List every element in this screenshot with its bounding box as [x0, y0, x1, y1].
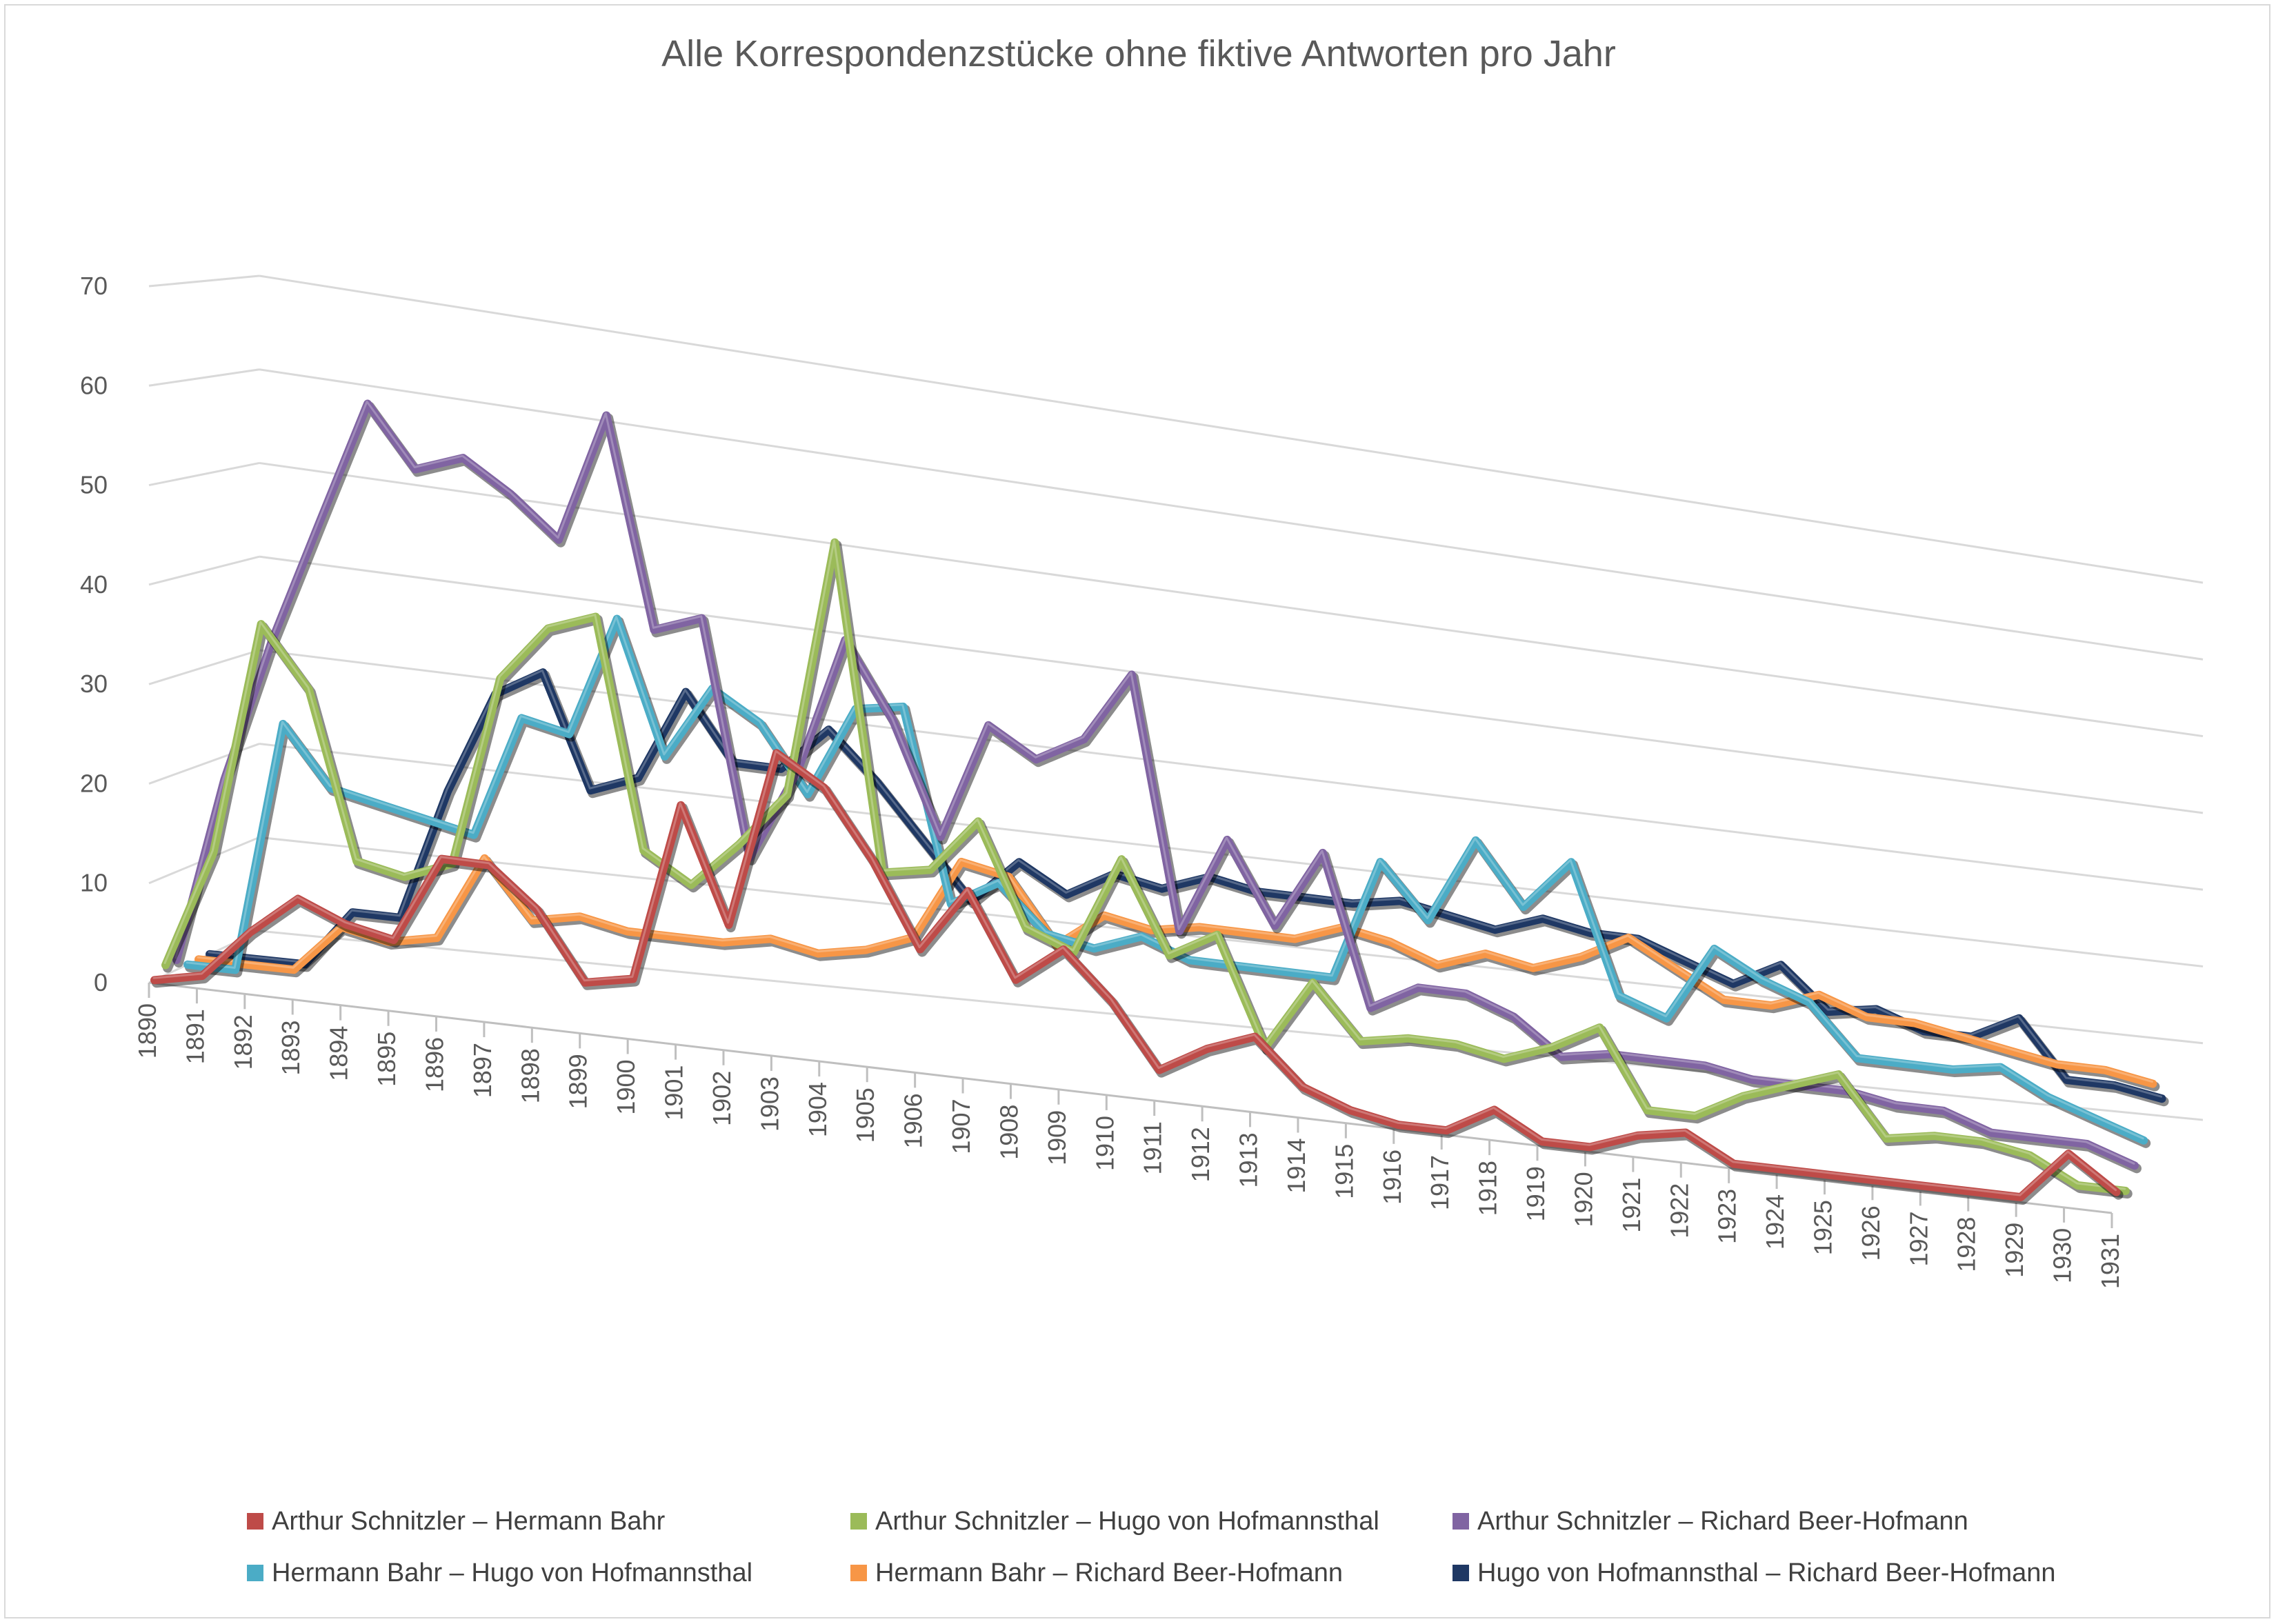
x-tick-label: 1920: [1569, 1172, 1597, 1227]
series-line-highlight: [208, 669, 2163, 1098]
gridline: [259, 836, 2204, 1045]
chart-title: Alle Korrespondenzstücke ohne fiktive An…: [661, 33, 1616, 74]
series-line-path: [161, 538, 2130, 1195]
series-line-highlight: [152, 750, 2117, 1196]
y-tick-label: 40: [80, 570, 108, 599]
x-tick-label: 1895: [372, 1032, 401, 1087]
legend: Arthur Schnitzler – Hermann Bahr Arthur S…: [247, 1507, 2056, 1587]
legend-swatch: [247, 1565, 263, 1581]
x-tick-label: 1924: [1761, 1194, 1789, 1250]
legend-swatch: [850, 1513, 867, 1530]
x-tick-label: 1892: [229, 1014, 257, 1070]
y-tick-label: 20: [80, 769, 108, 797]
x-tick-label: 1914: [1282, 1139, 1310, 1194]
series-line-path: [206, 668, 2166, 1103]
legend-swatch: [1453, 1513, 1469, 1530]
x-tick-label: 1929: [2000, 1223, 2028, 1278]
legend-label: Arthur Schnitzler – Richard Beer-Hofmann: [1477, 1507, 1968, 1536]
x-tick-label: 1927: [1904, 1211, 1933, 1266]
x-tick-label: 1930: [2048, 1228, 2077, 1283]
x-tick-label: 1901: [660, 1065, 688, 1121]
x-tick-label: 1911: [1139, 1121, 1167, 1174]
line-chart-3d: Alle Korrespondenzstücke ohne fiktive An…: [80, 33, 2204, 1587]
y-tick-label: 30: [80, 670, 108, 698]
series-line-path: [172, 399, 2139, 1170]
x-tick-label: 1890: [133, 1003, 161, 1059]
x-axis-ticks: 1890 1891 1892 1893 1894 1895 1896 1897 1898 1899…: [133, 981, 2124, 1289]
x-tick-label: 1915: [1330, 1144, 1358, 1199]
series-lines: [150, 399, 2169, 1205]
legend-swatch: [1453, 1565, 1469, 1581]
gridline: [259, 555, 2204, 814]
x-tick-label: 1931: [2096, 1234, 2124, 1289]
x-tick-label: 1908: [995, 1105, 1023, 1160]
gridline-side: [148, 461, 260, 487]
x-tick-label: 1897: [468, 1043, 497, 1098]
gridline-side: [148, 743, 260, 785]
chart-frame: Alle Korrespondenzstücke ohne fiktive An…: [4, 4, 2270, 1618]
x-tick-label: 1912: [1186, 1127, 1215, 1182]
x-tick-label: 1905: [851, 1087, 879, 1143]
series-line-shadow: [152, 751, 2124, 1205]
x-tick-label: 1894: [325, 1026, 353, 1081]
legend-swatch: [850, 1565, 867, 1581]
x-tick-label: 1925: [1809, 1200, 1837, 1255]
legend-label: Hermann Bahr – Richard Beer-Hofmann: [875, 1558, 1343, 1587]
x-tick-label: 1923: [1713, 1189, 1741, 1244]
x-tick-label: 1921: [1617, 1178, 1646, 1233]
gridline: [259, 930, 2204, 1121]
x-tick-label: 1910: [1090, 1116, 1119, 1171]
x-axis-line: [148, 981, 2113, 1214]
x-tick-label: 1928: [1953, 1217, 1981, 1272]
x-tick-label: 1898: [516, 1048, 544, 1103]
gridline: [259, 274, 2204, 584]
legend-label: Arthur Schnitzler – Hermann Bahr: [272, 1507, 666, 1536]
y-tick-label: 60: [80, 371, 108, 399]
legend-swatch: [247, 1513, 263, 1530]
x-tick-label: 1891: [181, 1009, 209, 1064]
x-tick-label: 1902: [708, 1071, 736, 1126]
x-tick-label: 1899: [564, 1054, 592, 1109]
x-tick-label: 1917: [1426, 1155, 1454, 1210]
gridline-side: [148, 555, 260, 586]
gridline: [259, 461, 2204, 738]
x-tick-label: 1919: [1521, 1166, 1550, 1221]
series-line: [206, 668, 2169, 1107]
gridline-side: [148, 274, 260, 288]
y-tick-label: 50: [80, 471, 108, 499]
y-axis-ticks: 0 10 20 30 40 50 60 70: [80, 272, 108, 996]
x-tick-label: 1900: [612, 1059, 640, 1114]
x-tick-label: 1913: [1235, 1132, 1263, 1187]
x-tick-label: 1903: [755, 1076, 783, 1132]
x-tick-label: 1916: [1378, 1150, 1406, 1205]
y-tick-label: 70: [80, 272, 108, 300]
series-line-highlight: [163, 539, 2126, 1190]
x-tick-label: 1906: [899, 1093, 928, 1148]
gridlines: [148, 274, 2204, 1121]
y-tick-label: 0: [94, 968, 108, 996]
x-tick-label: 1926: [1857, 1205, 1885, 1261]
series-line-path: [150, 749, 2121, 1202]
series-line: [161, 538, 2133, 1199]
x-tick-label: 1909: [1043, 1110, 1071, 1165]
legend-label: Hugo von Hofmannsthal – Richard Beer-Hof…: [1477, 1558, 2056, 1587]
gridline-side: [148, 649, 260, 685]
gridline: [259, 368, 2204, 661]
legend-label: Hermann Bahr – Hugo von Hofmannsthal: [272, 1558, 752, 1587]
x-tick-label: 1907: [947, 1099, 975, 1154]
x-tick-label: 1896: [420, 1037, 448, 1092]
x-tick-label: 1893: [277, 1020, 305, 1075]
series-line: [150, 749, 2124, 1205]
x-tick-label: 1922: [1665, 1183, 1693, 1239]
x-tick-label: 1918: [1474, 1161, 1502, 1216]
legend-label: Arthur Schnitzler – Hugo von Hofmannstha…: [875, 1507, 1379, 1536]
x-tick-label: 1904: [803, 1082, 832, 1137]
gridline-side: [148, 368, 260, 387]
y-tick-label: 10: [80, 869, 108, 897]
